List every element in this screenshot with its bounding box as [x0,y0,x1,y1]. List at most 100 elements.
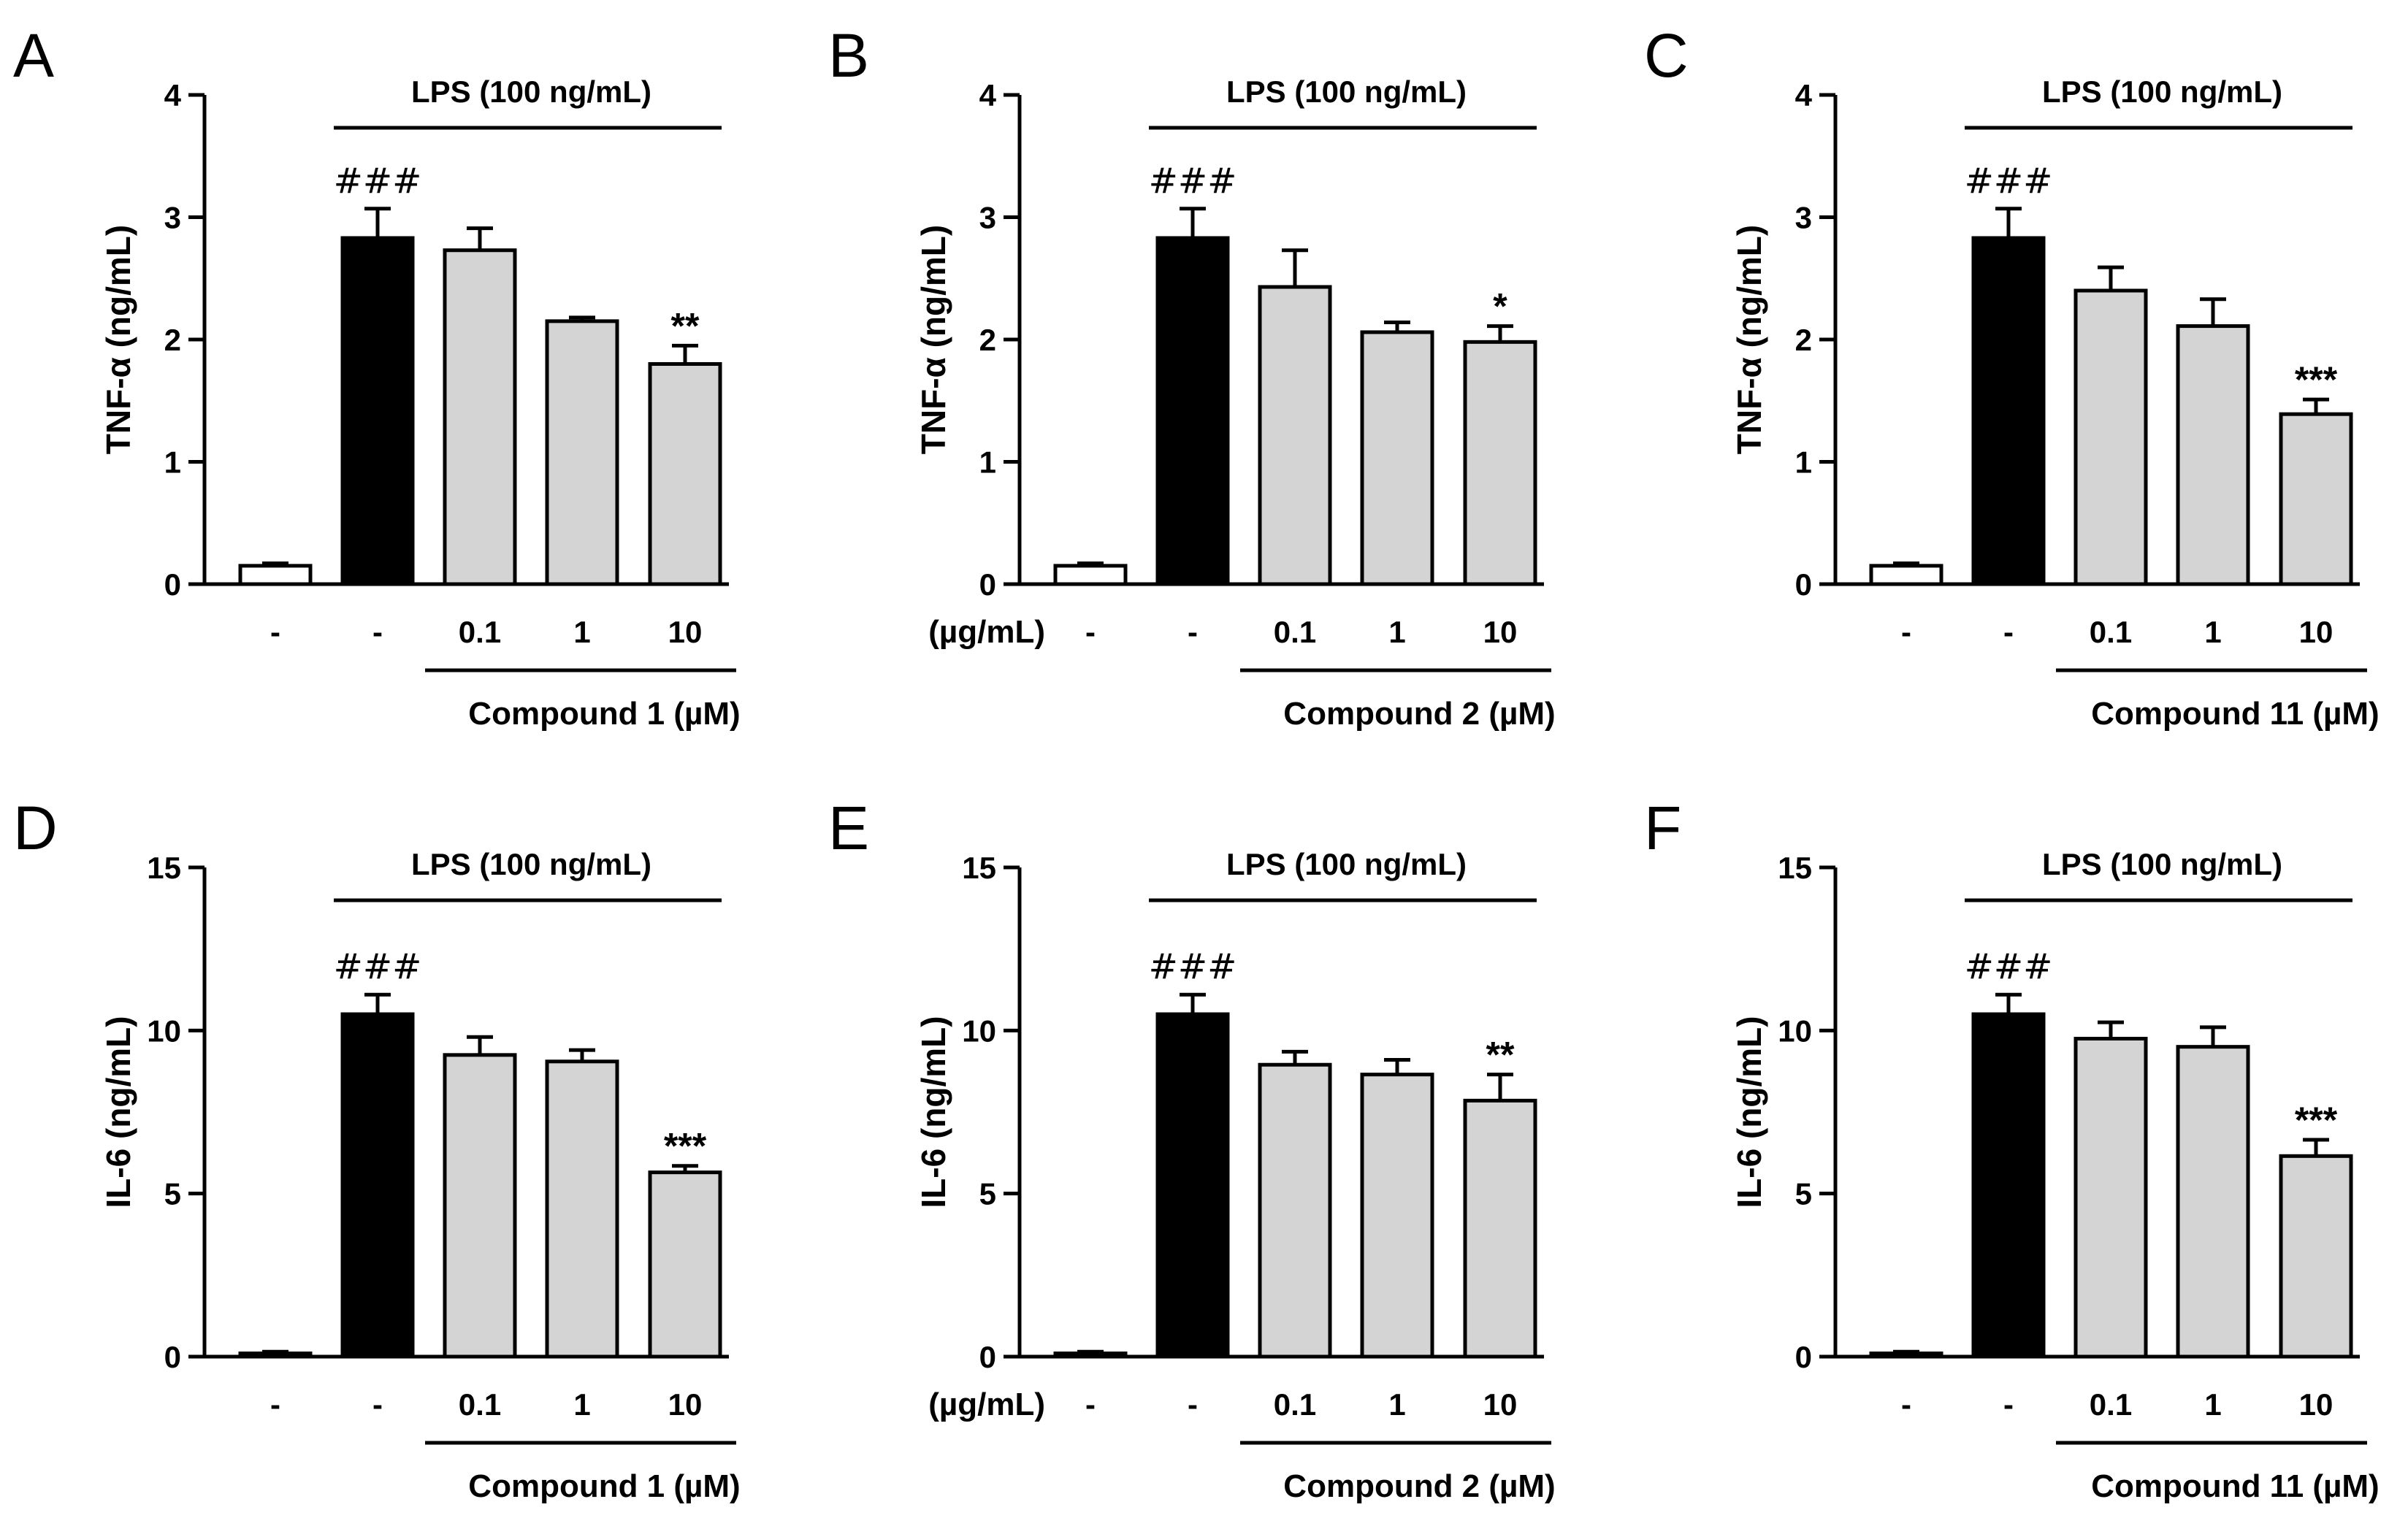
bar [648,1170,722,1359]
significance-star: * [1493,286,1507,327]
panel-A: A 0 1 2 3 4 TNF-α (ng/mL) - ### - 0.1 1 ** 10 LPS (100… [13,21,741,732]
bar [2073,1037,2148,1359]
x-unit-label: (µg/mL) [928,614,1045,650]
y-tick-label: 3 [164,201,181,235]
x-tick-label: 0.1 [2090,615,2132,649]
significance-hash: ### [334,946,422,987]
y-tick-label: 2 [1795,323,1812,357]
panel-letter: B [828,21,869,90]
bar [1463,1098,1537,1359]
panel-letter: D [13,794,58,862]
x-tick-label: 1 [573,615,590,649]
x-tick-label: - [1188,1387,1198,1422]
y-tick-label: 1 [979,445,996,480]
y-tick-label: 2 [164,323,181,357]
significance-hash: ### [1965,946,2053,987]
x-tick-label: - [372,1387,383,1422]
x-tick-label: - [2003,615,2014,649]
y-tick-label: 10 [1778,1013,1812,1048]
y-tick-label: 0 [1795,1340,1812,1374]
significance-star: *** [2295,1100,2338,1141]
lps-label: LPS (100 ng/mL) [411,847,651,881]
y-tick-label: 5 [1795,1177,1812,1211]
significance-star: ** [671,305,700,346]
bar [648,362,722,586]
y-tick-label: 15 [1778,851,1812,885]
bar [238,564,313,586]
x-tick-label: - [1901,615,1911,649]
x-tick-label: 1 [1388,1387,1405,1422]
significance-star: *** [664,1126,707,1167]
x-tick-label: - [1085,615,1096,649]
y-tick-label: 2 [979,323,996,357]
y-tick-label: 4 [1795,78,1813,112]
panel-letter: F [1644,794,1681,862]
y-tick-label: 4 [164,78,182,112]
panel-letter: E [828,794,869,862]
x-tick-label: - [1085,1387,1096,1422]
panel-E: E 0 5 10 15 IL-6 (ng/mL) - ### - 0.1 1 ** 10 LPS (100… [828,794,1556,1504]
x-tick-label: 1 [2204,615,2221,649]
x-tick-label: - [372,615,383,649]
y-tick-label: 1 [1795,445,1812,480]
significance-star: ** [1486,1035,1515,1076]
compound-label: Compound 2 (µM) [1283,696,1555,732]
y-axis-label: IL-6 (ng/mL) [1730,1016,1768,1208]
panel-letter: C [1644,21,1689,90]
x-tick-label: - [270,615,280,649]
bar [545,319,619,586]
lps-label: LPS (100 ng/mL) [1226,847,1467,881]
y-tick-label: 0 [979,567,996,602]
x-tick-label: 0.1 [2090,1387,2132,1422]
x-tick-label: 1 [2204,1387,2221,1422]
y-tick-label: 5 [979,1177,996,1211]
x-tick-label: 10 [2299,1387,2334,1422]
bar [238,1352,313,1359]
y-tick-label: 4 [979,78,997,112]
y-axis-label: TNF-α (ng/mL) [1730,225,1768,454]
panel-C: C 0 1 2 3 4 TNF-α (ng/mL) - ### - 0.1 1 *** 10 LPS (10… [1644,21,2380,732]
x-tick-label: - [2003,1387,2014,1422]
bar [340,236,415,586]
lps-label: LPS (100 ng/mL) [2042,847,2282,881]
bar [1360,330,1434,586]
compound-label: Compound 2 (µM) [1283,1468,1555,1504]
bar [2279,1154,2353,1359]
lps-label: LPS (100 ng/mL) [2042,74,2282,109]
x-unit-label: (µg/mL) [928,1387,1045,1422]
y-tick-label: 1 [164,445,181,480]
lps-label: LPS (100 ng/mL) [411,74,651,109]
y-tick-label: 0 [979,1340,996,1374]
x-tick-label: 10 [1483,615,1518,649]
x-tick-label: 10 [2299,615,2334,649]
bar [1869,1352,1943,1359]
significance-hash: ### [1965,161,2053,202]
bar [1869,564,1943,586]
x-tick-label: 10 [668,615,703,649]
bar [1971,236,2046,586]
bar [1360,1073,1434,1359]
significance-hash: ### [334,161,422,202]
bar [1971,1012,2046,1359]
y-axis-label: IL-6 (ng/mL) [914,1016,952,1208]
panel-F: F 0 5 10 15 IL-6 (ng/mL) - ### - 0.1 1 *** 10 LPS (10… [1644,794,2380,1504]
y-tick-label: 0 [1795,567,1812,602]
y-tick-label: 10 [147,1013,181,1048]
bar [2176,1045,2250,1359]
y-tick-label: 3 [1795,201,1812,235]
bar [2073,288,2148,586]
significance-hash: ### [1149,946,1237,987]
x-tick-label: 10 [668,1387,703,1422]
x-tick-label: 0.1 [1274,1387,1316,1422]
y-tick-label: 15 [147,851,181,885]
significance-hash: ### [1149,161,1237,202]
bar [1053,1352,1128,1359]
x-tick-label: - [1901,1387,1911,1422]
bar [443,248,517,586]
bar [1155,236,1230,586]
y-axis-label: IL-6 (ng/mL) [99,1016,137,1208]
significance-star: *** [2295,359,2338,400]
x-tick-label: 0.1 [459,1387,501,1422]
bar [2176,324,2250,586]
